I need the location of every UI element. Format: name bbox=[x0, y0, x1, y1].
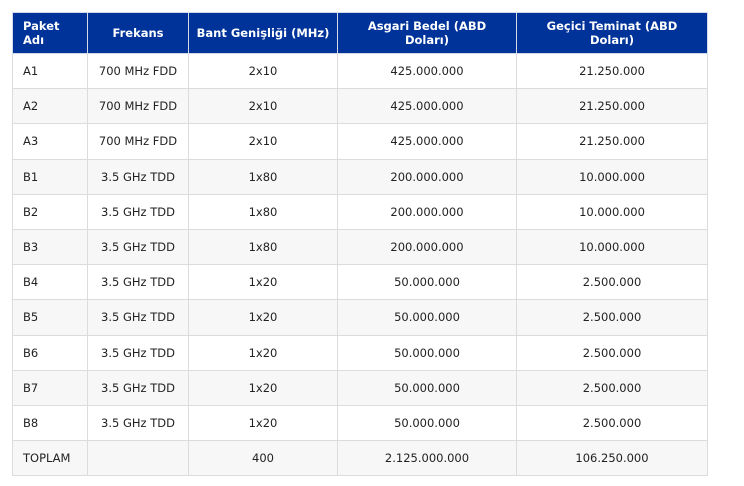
cell-frequency: 3.5 GHz TDD bbox=[87, 228, 189, 266]
table-row: B7 3.5 GHz TDD 1x20 50.000.000 2.500.000 bbox=[12, 369, 708, 406]
cell-package-name: TOPLAM bbox=[12, 440, 88, 477]
cell-bandwidth: 1x20 bbox=[188, 404, 338, 442]
cell-package-name: A1 bbox=[12, 52, 88, 90]
cell-temporary-guarantee: 2.500.000 bbox=[516, 264, 708, 301]
cell-bandwidth: 1x20 bbox=[188, 369, 338, 406]
cell-bandwidth: 2x10 bbox=[188, 88, 338, 125]
cell-minimum-price: 200.000.000 bbox=[337, 158, 517, 195]
cell-package-name: B3 bbox=[12, 228, 88, 266]
cell-minimum-price: 200.000.000 bbox=[337, 193, 517, 230]
cell-minimum-price: 50.000.000 bbox=[337, 264, 517, 301]
cell-package-name: B4 bbox=[12, 264, 88, 301]
cell-frequency: 3.5 GHz TDD bbox=[87, 369, 189, 406]
cell-frequency: 700 MHz FDD bbox=[87, 88, 189, 125]
cell-package-name: B1 bbox=[12, 158, 88, 195]
cell-bandwidth: 1x80 bbox=[188, 193, 338, 230]
cell-bandwidth: 1x80 bbox=[188, 228, 338, 266]
table-row: A3 700 MHz FDD 2x10 425.000.000 21.250.000 bbox=[12, 123, 708, 160]
cell-package-name: B6 bbox=[12, 334, 88, 371]
cell-frequency: 3.5 GHz TDD bbox=[87, 158, 189, 195]
cell-minimum-price: 50.000.000 bbox=[337, 404, 517, 442]
table-row: B5 3.5 GHz TDD 1x20 50.000.000 2.500.000 bbox=[12, 299, 708, 336]
table-row: A2 700 MHz FDD 2x10 425.000.000 21.250.000 bbox=[12, 88, 708, 125]
table-row: B2 3.5 GHz TDD 1x80 200.000.000 10.000.000 bbox=[12, 193, 708, 230]
cell-package-name: B2 bbox=[12, 193, 88, 230]
cell-temporary-guarantee: 2.500.000 bbox=[516, 404, 708, 442]
header-minimum-price: Asgari Bedel (ABD Doları) bbox=[337, 12, 517, 54]
cell-package-name: A3 bbox=[12, 123, 88, 160]
cell-frequency: 3.5 GHz TDD bbox=[87, 193, 189, 230]
header-package-name: Paket Adı bbox=[12, 12, 88, 54]
spectrum-package-table: Paket Adı Frekans Bant Genişliği (MHz) A… bbox=[12, 12, 708, 477]
cell-package-name: A2 bbox=[12, 88, 88, 125]
cell-bandwidth: 400 bbox=[188, 440, 338, 477]
cell-package-name: B5 bbox=[12, 299, 88, 336]
table-row: B3 3.5 GHz TDD 1x80 200.000.000 10.000.000 bbox=[12, 228, 708, 266]
cell-temporary-guarantee: 2.500.000 bbox=[516, 334, 708, 371]
cell-bandwidth: 1x20 bbox=[188, 264, 338, 301]
cell-minimum-price: 425.000.000 bbox=[337, 123, 517, 160]
cell-temporary-guarantee: 2.500.000 bbox=[516, 299, 708, 336]
cell-minimum-price: 2.125.000.000 bbox=[337, 440, 517, 477]
cell-temporary-guarantee: 2.500.000 bbox=[516, 369, 708, 406]
total-row: TOPLAM 400 2.125.000.000 106.250.000 bbox=[12, 440, 708, 477]
cell-temporary-guarantee: 10.000.000 bbox=[516, 228, 708, 266]
cell-temporary-guarantee: 10.000.000 bbox=[516, 193, 708, 230]
cell-bandwidth: 2x10 bbox=[188, 123, 338, 160]
header-temporary-guarantee: Geçici Teminat (ABD Doları) bbox=[516, 12, 708, 54]
cell-temporary-guarantee: 21.250.000 bbox=[516, 52, 708, 90]
cell-frequency: 700 MHz FDD bbox=[87, 52, 189, 90]
cell-frequency: 3.5 GHz TDD bbox=[87, 299, 189, 336]
header-bandwidth: Bant Genişliği (MHz) bbox=[188, 12, 338, 54]
cell-bandwidth: 2x10 bbox=[188, 52, 338, 90]
header-frequency: Frekans bbox=[87, 12, 189, 54]
cell-frequency bbox=[87, 440, 189, 477]
cell-temporary-guarantee: 106.250.000 bbox=[516, 440, 708, 477]
table-row: A1 700 MHz FDD 2x10 425.000.000 21.250.000 bbox=[12, 52, 708, 90]
table-header-row: Paket Adı Frekans Bant Genişliği (MHz) A… bbox=[12, 12, 708, 54]
cell-minimum-price: 50.000.000 bbox=[337, 334, 517, 371]
cell-minimum-price: 200.000.000 bbox=[337, 228, 517, 266]
cell-package-name: B8 bbox=[12, 404, 88, 442]
cell-frequency: 700 MHz FDD bbox=[87, 123, 189, 160]
cell-frequency: 3.5 GHz TDD bbox=[87, 334, 189, 371]
table-row: B1 3.5 GHz TDD 1x80 200.000.000 10.000.000 bbox=[12, 158, 708, 195]
cell-temporary-guarantee: 21.250.000 bbox=[516, 123, 708, 160]
cell-frequency: 3.5 GHz TDD bbox=[87, 264, 189, 301]
table-row: B6 3.5 GHz TDD 1x20 50.000.000 2.500.000 bbox=[12, 334, 708, 371]
cell-bandwidth: 1x80 bbox=[188, 158, 338, 195]
cell-bandwidth: 1x20 bbox=[188, 334, 338, 371]
cell-temporary-guarantee: 10.000.000 bbox=[516, 158, 708, 195]
cell-minimum-price: 50.000.000 bbox=[337, 299, 517, 336]
table-row: B4 3.5 GHz TDD 1x20 50.000.000 2.500.000 bbox=[12, 264, 708, 301]
cell-minimum-price: 50.000.000 bbox=[337, 369, 517, 406]
cell-temporary-guarantee: 21.250.000 bbox=[516, 88, 708, 125]
cell-frequency: 3.5 GHz TDD bbox=[87, 404, 189, 442]
cell-bandwidth: 1x20 bbox=[188, 299, 338, 336]
cell-minimum-price: 425.000.000 bbox=[337, 88, 517, 125]
table-row: B8 3.5 GHz TDD 1x20 50.000.000 2.500.000 bbox=[12, 404, 708, 442]
cell-minimum-price: 425.000.000 bbox=[337, 52, 517, 90]
cell-package-name: B7 bbox=[12, 369, 88, 406]
